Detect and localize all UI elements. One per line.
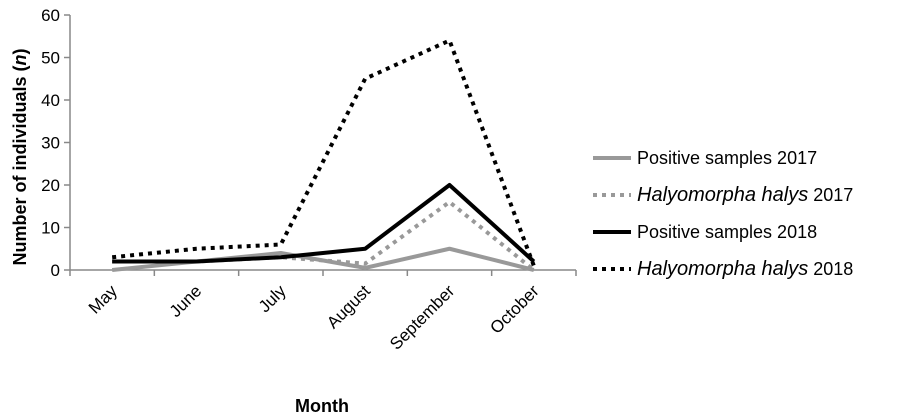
legend: Positive samples 2017 Halyomorpha halys 2… xyxy=(593,148,853,280)
y-tick-label: 40 xyxy=(41,91,60,110)
legend-label-4: Halyomorpha halys 2018 xyxy=(637,258,853,280)
x-tick-label: August xyxy=(323,281,374,332)
legend-label-1: Positive samples 2017 xyxy=(637,148,817,168)
x-axis-ticks: May June July August September October xyxy=(69,270,577,354)
x-tick-label: June xyxy=(166,281,206,321)
series-lines xyxy=(111,38,536,272)
y-tick-label: 20 xyxy=(41,176,60,195)
series-line-4 xyxy=(111,38,536,267)
x-tick-label: July xyxy=(255,281,290,316)
x-tick-label: October xyxy=(486,281,542,337)
x-tick-label: May xyxy=(85,281,121,317)
y-axis-ticks: 0 10 20 30 40 50 60 xyxy=(41,6,70,280)
x-tick-label: September xyxy=(386,281,458,353)
series-line-3 xyxy=(112,183,536,264)
y-tick-label: 0 xyxy=(51,261,60,280)
y-tick-label: 30 xyxy=(41,134,60,153)
y-tick-label: 10 xyxy=(41,219,60,238)
y-tick-label: 60 xyxy=(41,6,60,25)
y-tick-label: 50 xyxy=(41,49,60,68)
legend-label-2: Halyomorpha halys 2017 xyxy=(637,184,853,206)
x-axis-label: Month xyxy=(295,396,349,416)
y-axis-label: Number of individuals (n) xyxy=(10,48,30,265)
legend-label-3: Positive samples 2018 xyxy=(637,222,817,242)
